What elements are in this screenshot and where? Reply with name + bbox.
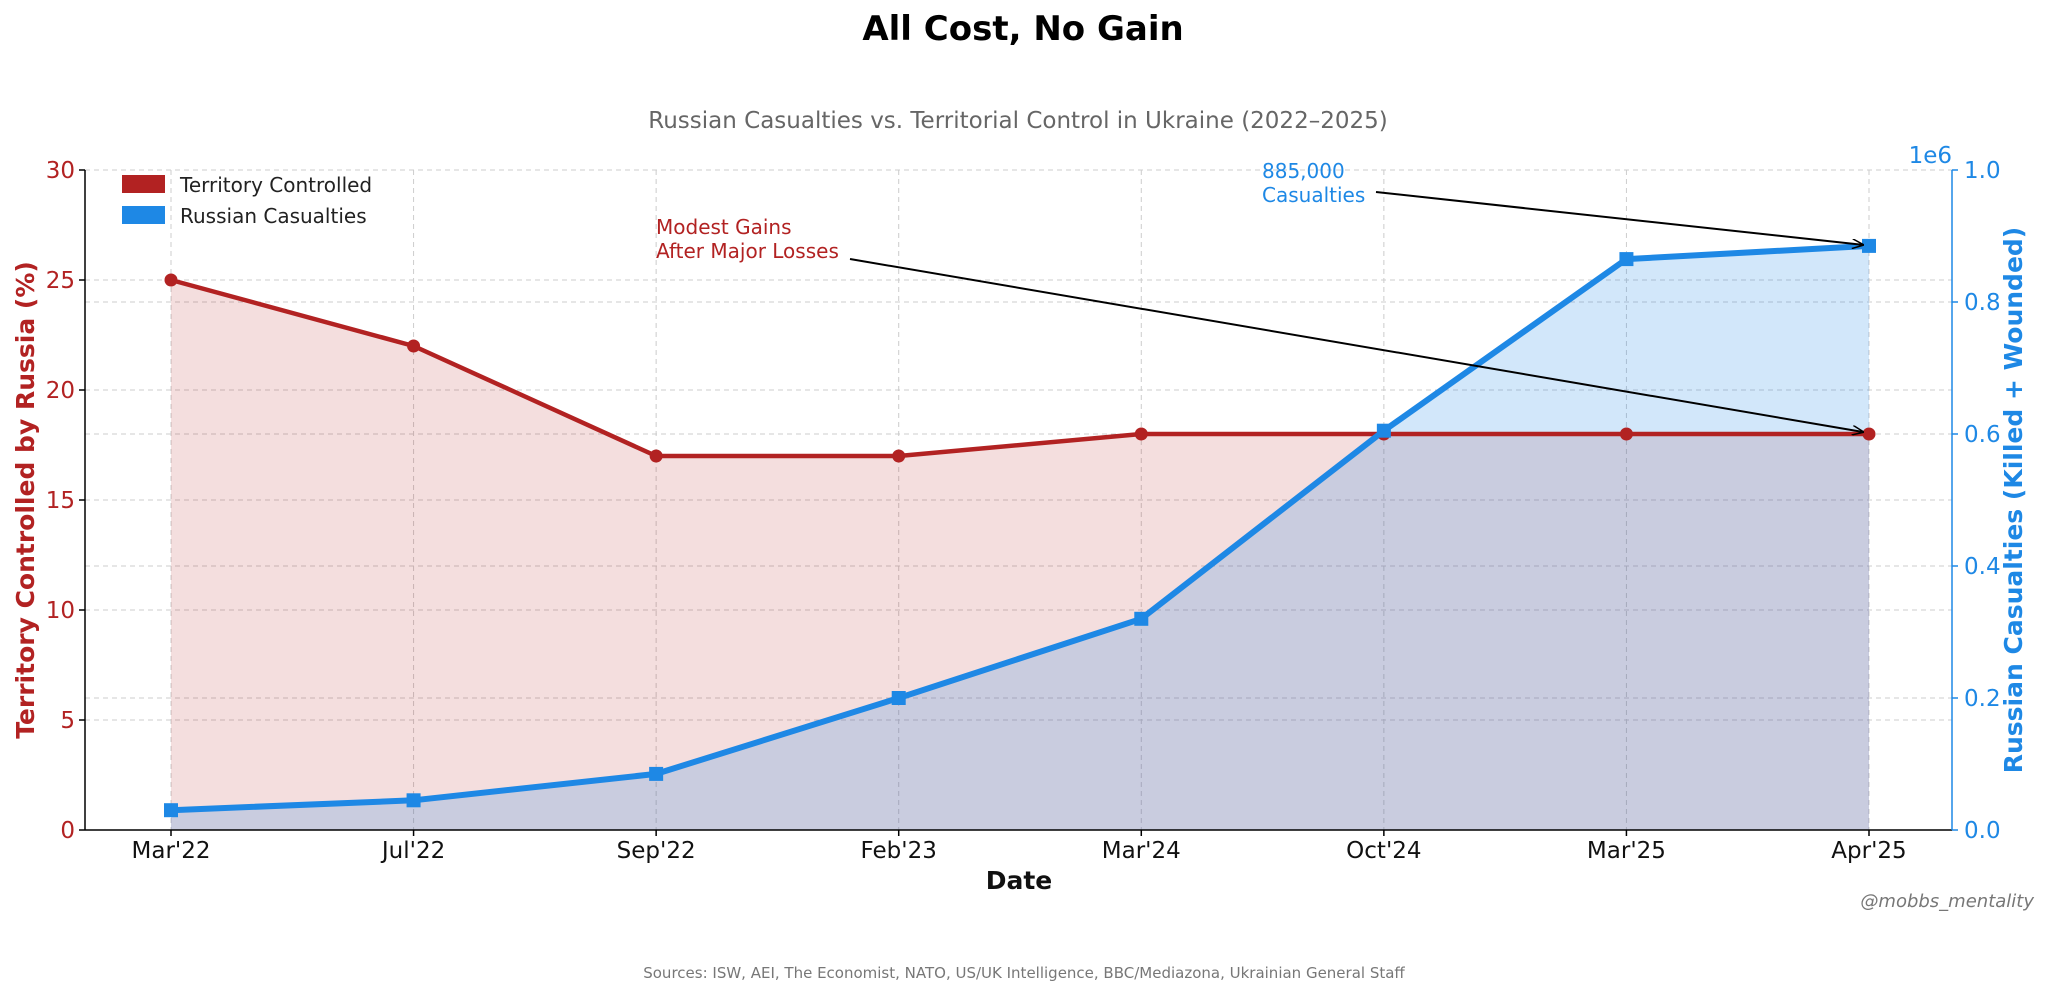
chart-subtitle: Russian Casualties vs. Territorial Contr… bbox=[648, 108, 1387, 134]
right-y-tick-label: 0.2 bbox=[1964, 686, 2001, 712]
marker-casualties bbox=[649, 766, 664, 781]
annotation-modest-gains-line2: After Major Losses bbox=[656, 239, 839, 263]
series-markers bbox=[164, 238, 1876, 818]
marker-casualties bbox=[1134, 611, 1149, 626]
right-y-tick-label: 0.6 bbox=[1964, 422, 2001, 448]
marker-casualties bbox=[1376, 423, 1391, 438]
area-fills bbox=[171, 245, 1869, 830]
legend-swatch-casualties bbox=[122, 206, 165, 224]
marker-casualties bbox=[1619, 252, 1634, 267]
annotation-modest-gains: Modest Gains After Major Losses bbox=[656, 215, 1863, 432]
marker-casualties bbox=[891, 691, 906, 705]
series-lines bbox=[170, 242, 1870, 814]
marker-territory bbox=[649, 449, 663, 463]
marker-territory bbox=[892, 449, 906, 463]
legend: Territory Controlled Russian Casualties bbox=[122, 173, 372, 228]
right-y-tick-label: 0.8 bbox=[1964, 290, 2001, 316]
left-y-tick-label: 20 bbox=[46, 378, 75, 404]
line-territory bbox=[170, 277, 1869, 459]
x-tick-label: Feb'23 bbox=[861, 838, 937, 864]
annotation-casualties-line2: Casualties bbox=[1262, 183, 1365, 207]
left-y-tick-label: 25 bbox=[46, 268, 75, 294]
x-tick-label: Mar'25 bbox=[1587, 838, 1666, 864]
left-y-axis-label: Territory Controlled by Russia (%) bbox=[11, 261, 40, 739]
marker-territory bbox=[1134, 427, 1148, 441]
right-y-ticks: 0.0 0.2 0.4 0.6 0.8 1.0 bbox=[1952, 158, 2001, 844]
watermark-credit: @mobbs_mentality bbox=[1860, 891, 2034, 912]
x-axis-label: Date bbox=[986, 866, 1053, 895]
left-y-tick-label: 10 bbox=[46, 598, 75, 624]
x-tick-label: Apr'25 bbox=[1831, 838, 1906, 864]
left-y-tick-label: 5 bbox=[60, 708, 75, 734]
x-tick-label: Mar'22 bbox=[132, 838, 211, 864]
marker-territory bbox=[1862, 427, 1876, 441]
left-y-tick-label: 15 bbox=[46, 488, 75, 514]
marker-casualties bbox=[1862, 238, 1876, 253]
annotation-casualties: 885,000 Casualties bbox=[1262, 159, 1863, 245]
grid bbox=[85, 169, 1952, 831]
right-y-tick-label: 0.0 bbox=[1964, 818, 2001, 844]
x-tick-label: Jul'22 bbox=[380, 838, 445, 864]
marker-territory bbox=[407, 339, 421, 353]
svg-text:885,000 Casualties: 885,000 Casualties bbox=[1262, 159, 1365, 207]
chart-title: All Cost, No Gain bbox=[862, 9, 1183, 49]
legend-label-territory: Territory Controlled bbox=[179, 173, 372, 197]
x-tick-label: Oct'24 bbox=[1346, 838, 1421, 864]
marker-territory bbox=[1619, 427, 1633, 441]
legend-label-casualties: Russian Casualties bbox=[180, 204, 367, 228]
marker-casualties bbox=[164, 803, 178, 818]
area-territory bbox=[171, 280, 1869, 830]
right-y-axis-label: Russian Casualties (Killed + Wounded) bbox=[1999, 227, 2028, 773]
annotation-arrow-modest-gains bbox=[849, 258, 1863, 432]
svg-text:Modest Gains After Major: Modest Gains After Major Losses bbox=[656, 215, 839, 263]
annotation-modest-gains-line1: Modest Gains bbox=[656, 215, 792, 239]
source-note: Sources: ISW, AEI, The Economist, NATO, … bbox=[643, 964, 1405, 982]
area-casualties bbox=[171, 245, 1869, 830]
x-tick-label: Mar'24 bbox=[1102, 838, 1181, 864]
right-axis-offset-text: 1e6 bbox=[1909, 143, 1952, 169]
left-y-tick-label: 0 bbox=[60, 818, 75, 844]
left-y-ticks: 0 5 10 15 20 25 30 bbox=[46, 158, 85, 844]
legend-swatch-territory bbox=[122, 175, 165, 193]
x-ticks: Mar'22 Jul'22 Sep'22 Feb'23 Mar'24 Oct'24 Mar'… bbox=[132, 830, 1907, 864]
x-tick-label: Sep'22 bbox=[617, 838, 696, 864]
marker-territory bbox=[164, 273, 178, 287]
marker-casualties bbox=[406, 793, 421, 808]
line-casualties bbox=[170, 242, 1870, 814]
annotation-casualties-line1: 885,000 bbox=[1262, 159, 1345, 183]
right-y-tick-label: 0.4 bbox=[1964, 554, 2001, 580]
left-y-tick-label: 30 bbox=[46, 158, 75, 184]
annotation-arrow-casualties bbox=[1375, 191, 1863, 245]
right-y-tick-label: 1.0 bbox=[1964, 158, 2001, 184]
